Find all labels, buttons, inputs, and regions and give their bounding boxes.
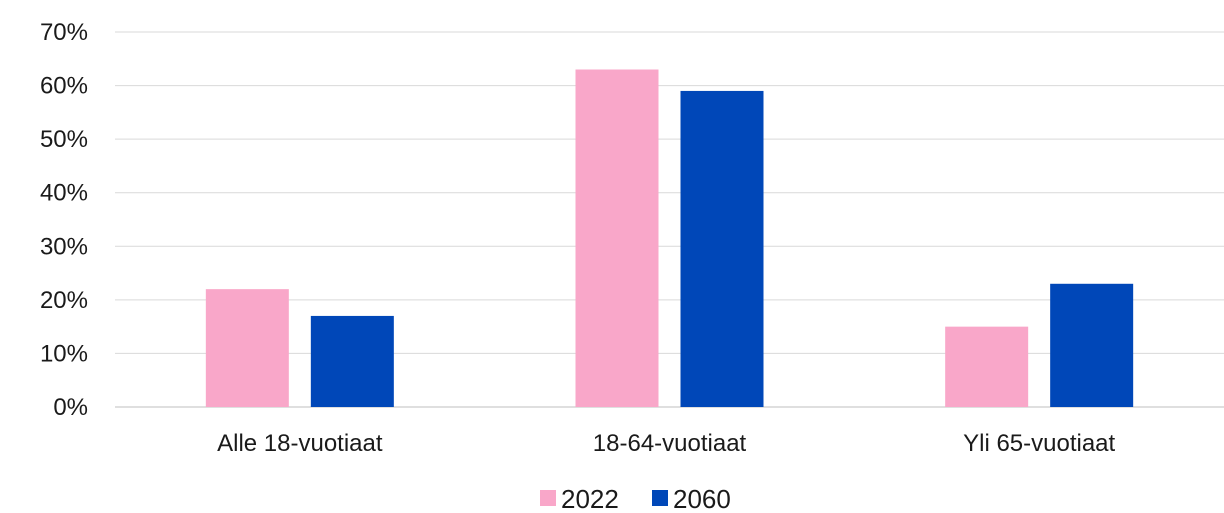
- y-tick-label: 40%: [40, 180, 88, 207]
- legend-swatch-2022: [540, 490, 556, 506]
- legend: 2022 2060: [540, 484, 731, 513]
- bar-2060-2: [1050, 283, 1134, 407]
- y-tick-label: 10%: [40, 340, 88, 367]
- bar-2022-2: [945, 326, 1029, 407]
- bar-2022-1: [575, 69, 659, 407]
- bars: [205, 69, 1134, 407]
- y-tick-label: 0%: [53, 394, 88, 421]
- y-tick-label: 50%: [40, 126, 88, 153]
- y-tick-label: 20%: [40, 287, 88, 314]
- x-tick-label: 18-64-vuotiaat: [593, 430, 747, 457]
- x-tick-label: Alle 18-vuotiaat: [217, 430, 383, 457]
- legend-label-2060: 2060: [673, 484, 731, 513]
- gridlines: [115, 31, 1224, 408]
- y-tick-label: 70%: [40, 19, 88, 46]
- y-tick-label: 60%: [40, 73, 88, 100]
- bar-2060-0: [310, 315, 394, 407]
- legend-swatch-2060: [652, 490, 668, 506]
- y-axis: 0% 10% 20% 30% 40% 50% 60% 70%: [40, 19, 88, 421]
- legend-label-2022: 2022: [561, 484, 619, 513]
- x-tick-label: Yli 65-vuotiaat: [963, 430, 1115, 457]
- y-tick-label: 30%: [40, 233, 88, 260]
- x-axis: Alle 18-vuotiaat 18-64-vuotiaat Yli 65-vuo…: [217, 430, 1115, 457]
- bar-2022-0: [205, 289, 289, 407]
- bar-2060-1: [680, 90, 764, 407]
